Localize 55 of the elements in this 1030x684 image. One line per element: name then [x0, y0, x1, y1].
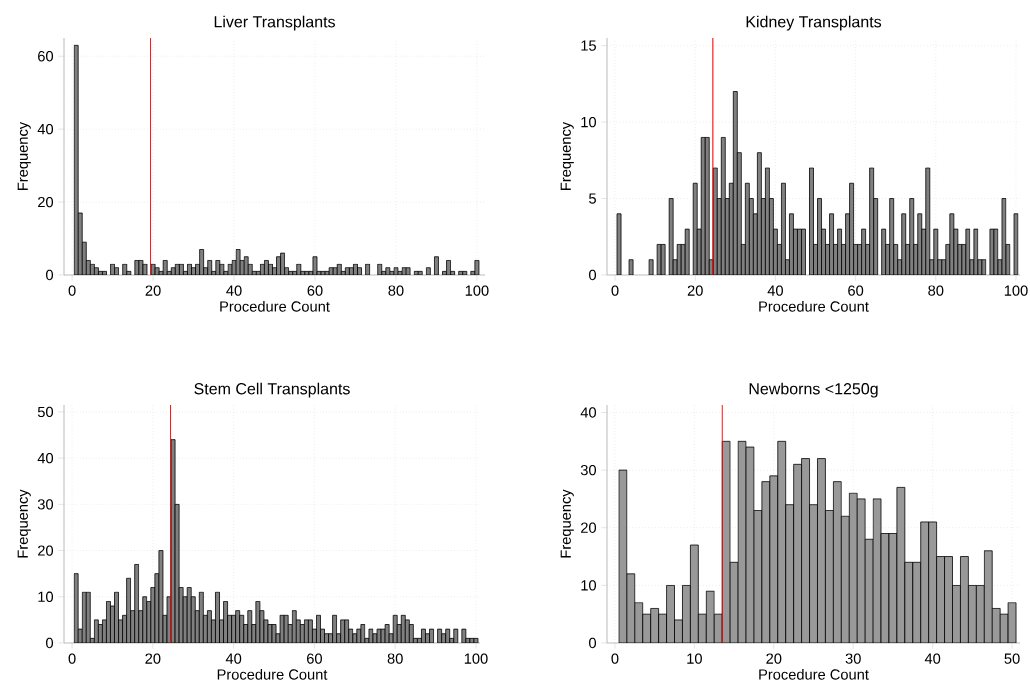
y-tick-label: 10 [38, 591, 54, 602]
y-axis-title: Frequency [560, 489, 574, 558]
y-tick-label: 40 [37, 123, 54, 135]
x-tick-label: 40 [226, 285, 242, 296]
x-tick-label: 80 [388, 285, 404, 296]
x-tick-label: 20 [766, 653, 782, 664]
y-tick-label: 40 [580, 407, 597, 418]
x-tick-label: 0 [611, 285, 619, 296]
x-axis-title: Procedure Count [220, 300, 330, 312]
x-tick-label: 20 [145, 653, 161, 664]
x-tick-label: 20 [687, 285, 703, 296]
x-tick-label: 80 [928, 285, 944, 296]
y-tick-label: 5 [589, 193, 596, 204]
x-axis-title: Procedure Count [759, 668, 869, 680]
x-tick-label: 80 [387, 653, 403, 664]
x-tick-label: 0 [68, 653, 76, 664]
y-tick-label: 40 [37, 452, 54, 464]
chart-title: Stem Cell Transplants [194, 382, 350, 398]
y-tick-label: 15 [581, 40, 596, 51]
x-tick-label: 10 [687, 653, 702, 664]
x-tick-label: 60 [848, 285, 864, 296]
x-tick-label: 40 [767, 285, 783, 296]
x-axis-title: Procedure Count [217, 668, 328, 680]
y-tick-label: 0 [46, 637, 54, 649]
chart-title: Newborns <1250g [749, 382, 878, 398]
x-tick-label: 60 [307, 653, 322, 664]
y-tick-label: 30 [580, 464, 597, 476]
x-tick-label: 20 [145, 285, 161, 296]
y-tick-label: 0 [589, 269, 597, 281]
x-tick-label: 0 [68, 285, 76, 296]
x-tick-label: 0 [611, 653, 619, 664]
x-tick-label: 40 [225, 653, 242, 664]
x-tick-label: 50 [1004, 653, 1020, 664]
x-tick-label: 40 [924, 653, 941, 664]
y-axis-title: Frequency [17, 489, 31, 558]
y-tick-label: 10 [581, 116, 597, 128]
x-tick-label: 60 [307, 285, 323, 296]
y-tick-label: 60 [38, 51, 54, 62]
y-tick-label: 20 [581, 522, 597, 533]
y-axis-title: Frequency [560, 121, 574, 190]
x-tick-label: 100 [464, 653, 488, 664]
y-tick-label: 50 [37, 406, 54, 418]
y-tick-label: 0 [589, 637, 597, 649]
chart-title: Liver Transplants [214, 15, 335, 31]
x-axis-title: Procedure Count [759, 300, 869, 312]
y-axis-title: Frequency [17, 121, 31, 190]
y-tick-label: 0 [46, 269, 54, 281]
x-tick-label: 100 [1004, 285, 1028, 296]
y-tick-label: 30 [37, 499, 54, 510]
y-tick-label: 10 [581, 580, 597, 591]
y-tick-label: 20 [38, 545, 54, 556]
chart-title: Kidney Transplants [746, 15, 882, 31]
x-tick-label: 100 [465, 285, 489, 296]
x-tick-label: 30 [845, 653, 861, 664]
y-tick-label: 20 [38, 196, 54, 208]
